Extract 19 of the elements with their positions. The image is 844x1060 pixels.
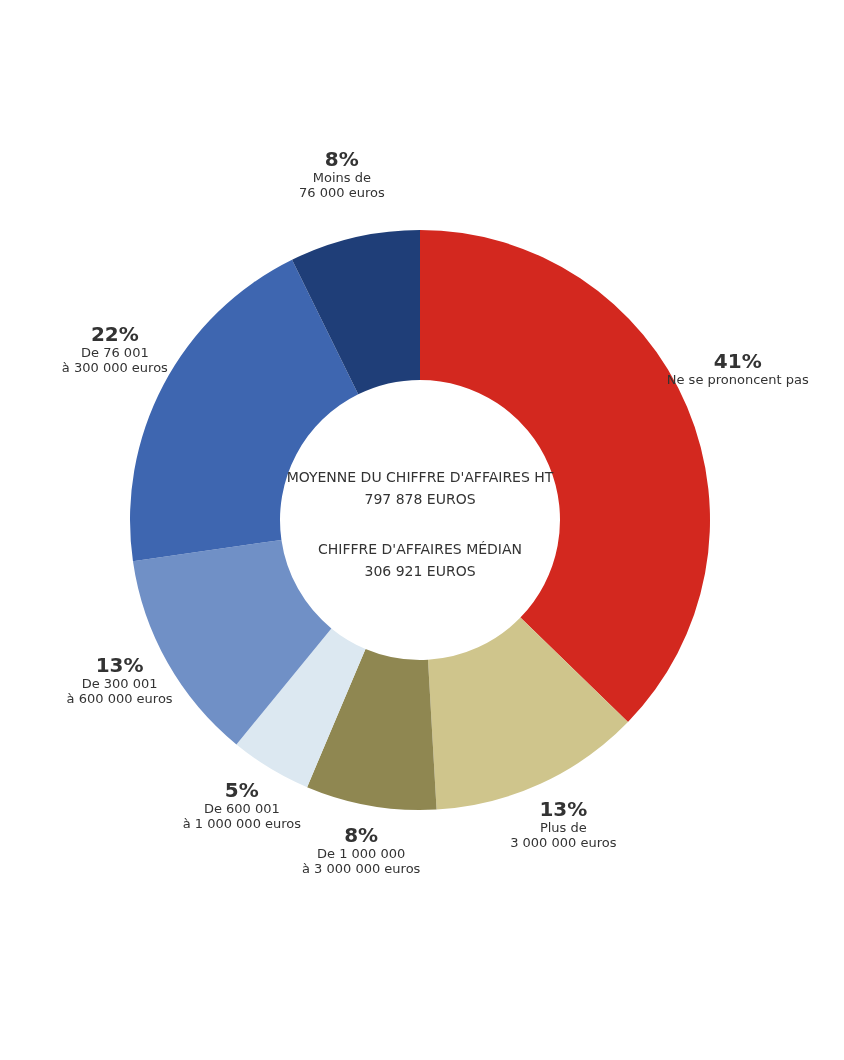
text: MOYENNE DU CHIFFRE D'AFFAIRES HT [286, 469, 554, 485]
data-label: 13% [95, 652, 144, 677]
slice-label: Moins de 76 000 euros [299, 169, 385, 200]
data-label: 13% [539, 796, 588, 821]
slice-label: De 300 001 à 600 000 euros [66, 675, 173, 706]
text: 797 878 EUROS [364, 491, 476, 507]
slice-label: De 600 001 à 1 000 000 euros [182, 801, 302, 832]
donut-slice [292, 230, 420, 395]
slice-label: Plus de 3 000 000 euros [510, 819, 617, 850]
data-label: 8% [344, 822, 379, 847]
data-label: 5% [224, 778, 259, 803]
data-label: 22% [90, 322, 139, 346]
text: 306 921 EUROS [364, 563, 476, 579]
data-label: 41% [713, 348, 762, 373]
donut-slice [307, 648, 437, 810]
text: CHIFFRE D'AFFAIRES MÉDIAN [317, 541, 523, 557]
slice-label: De 76 001 à 300 000 euros [61, 345, 169, 375]
data-label: 8% [324, 146, 359, 171]
slice-label: De 1 000 000 à 3 000 000 euros [301, 845, 421, 876]
